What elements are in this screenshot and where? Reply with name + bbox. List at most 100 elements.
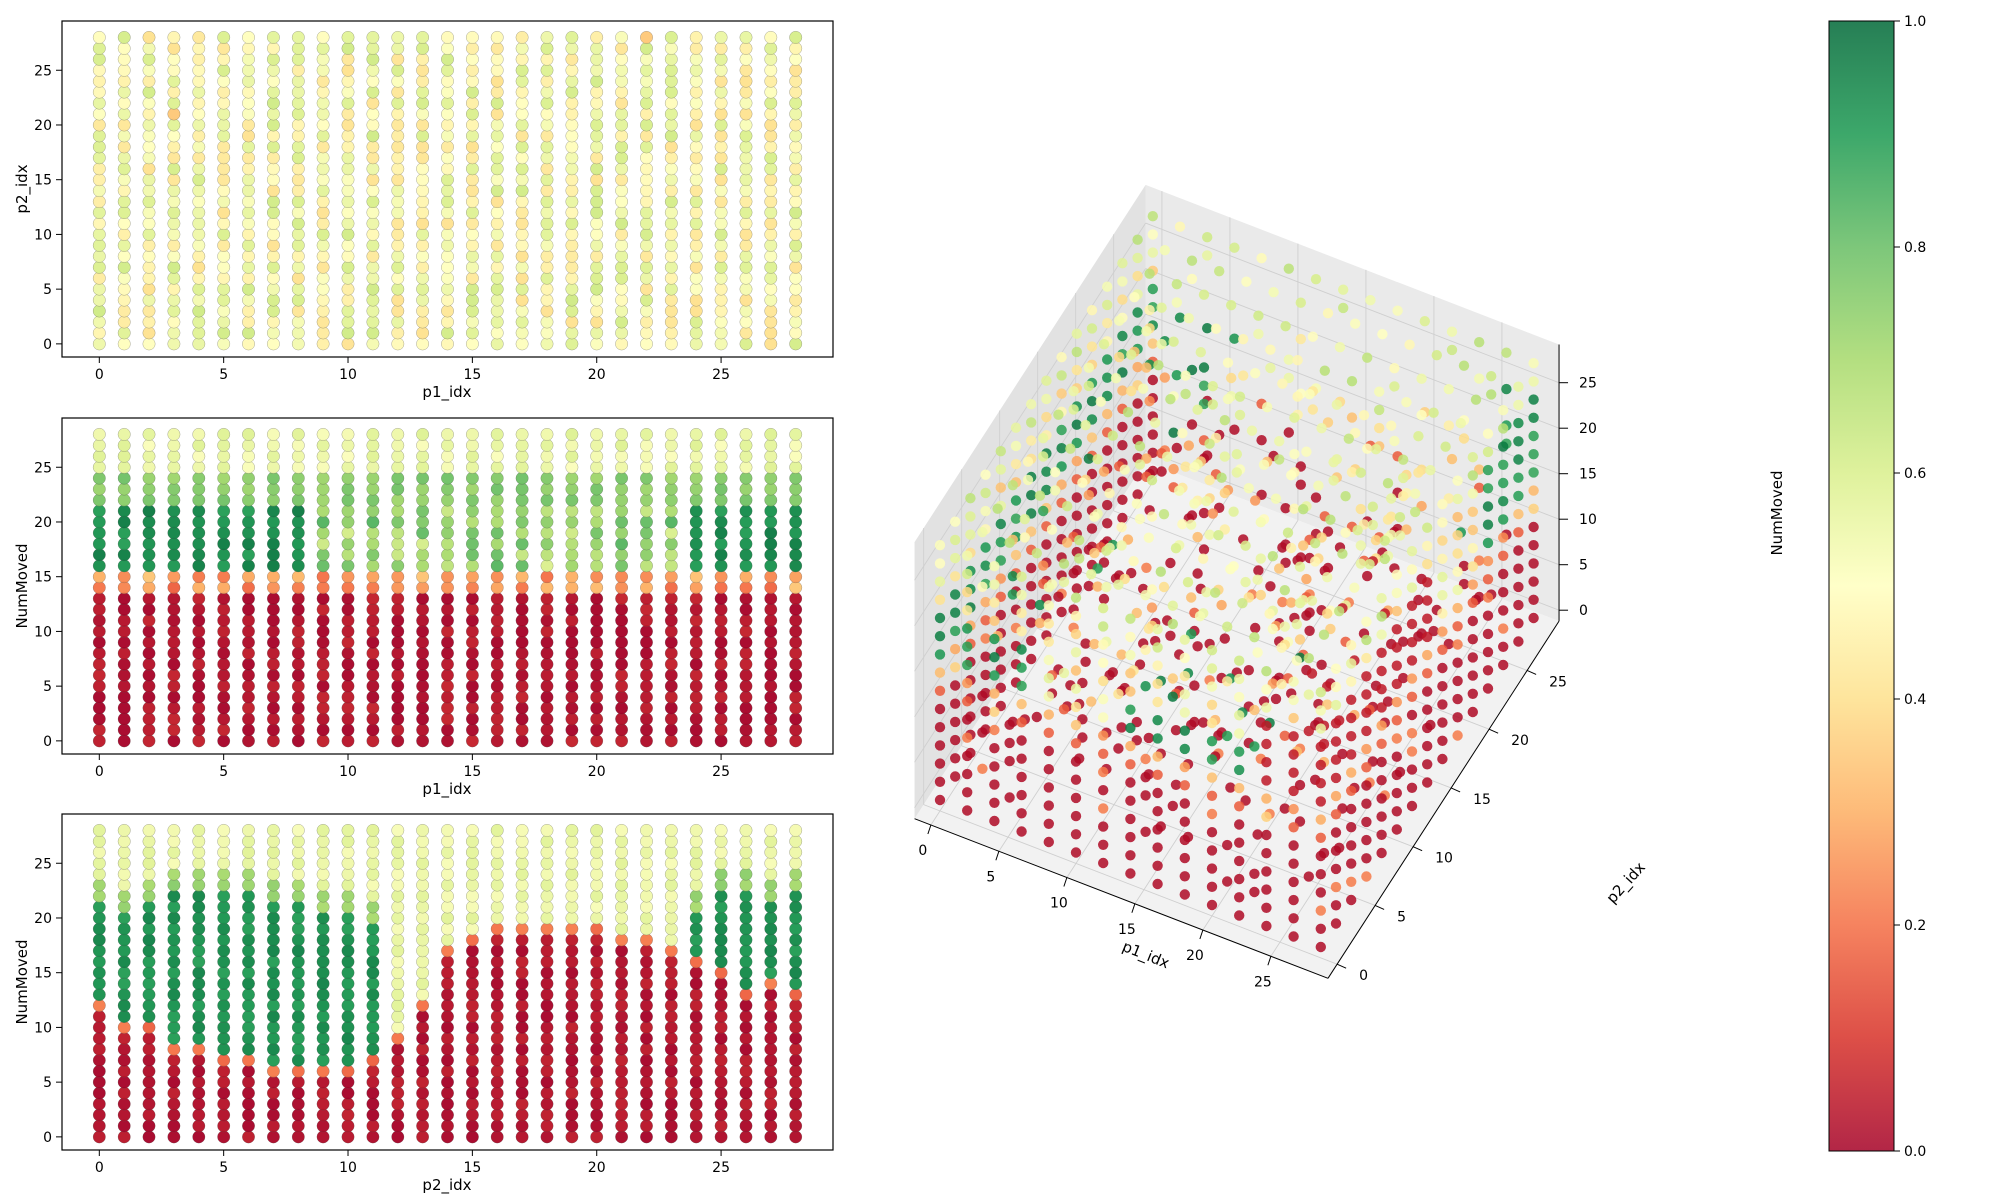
scatter-point [117, 42, 131, 55]
scatter-point [565, 74, 579, 88]
scatter-point [515, 304, 529, 318]
scatter-point-3d [1043, 636, 1055, 647]
scatter-point [217, 900, 231, 914]
scatter-point [316, 625, 330, 638]
scatter-point-3d [977, 727, 988, 738]
scatter-point [316, 603, 330, 616]
scatter-point [540, 460, 554, 474]
scatter-point [167, 889, 181, 903]
scatter-point [540, 1119, 554, 1133]
scatter-point [540, 966, 554, 980]
scatter-point [739, 657, 753, 671]
scatter-point [291, 428, 305, 441]
scatter-point [789, 878, 803, 892]
scatter-point [316, 471, 330, 485]
scatter-point [117, 63, 131, 77]
scatter-point-3d [1080, 420, 1091, 431]
scatter-point-3d [1467, 543, 1479, 554]
scatter-point-3d [965, 511, 976, 522]
scatter-point [764, 592, 778, 605]
scatter-point [764, 239, 778, 252]
scatter-point [789, 195, 803, 208]
scatter-point [167, 933, 181, 947]
scatter-point [391, 504, 405, 518]
scatter-point [341, 581, 355, 594]
scatter-point [291, 260, 305, 274]
scatter-point [441, 96, 454, 110]
scatter-point [92, 999, 106, 1012]
scatter-point [441, 734, 454, 748]
scatter-point [366, 184, 380, 197]
scatter-point [167, 668, 181, 682]
scatter-point-3d [1071, 510, 1083, 521]
x-axis-label-3: p2_idx [422, 1176, 471, 1195]
scatter-point [167, 636, 181, 649]
scatter-point [590, 1108, 604, 1122]
scatter-point-3d [1089, 547, 1100, 559]
scatter-point [242, 315, 255, 329]
scatter-point-3d [1234, 801, 1245, 812]
scatter-point [466, 271, 479, 285]
scatter-point [267, 282, 280, 296]
scatter-point [192, 922, 206, 936]
scatter-point [366, 1086, 380, 1100]
scatter-point [366, 657, 380, 671]
scatter-point [316, 239, 330, 252]
scatter-point [565, 559, 579, 573]
scatter-point [789, 460, 803, 474]
scatter-point-3d [1234, 391, 1246, 402]
scatter-point-3d [1406, 800, 1418, 812]
scatter-point-3d [1513, 417, 1524, 429]
scatter-point [739, 625, 753, 638]
scatter-point [714, 1042, 728, 1056]
scatter-point-3d [1026, 490, 1037, 501]
scatter-point [142, 449, 156, 463]
scatter-point [689, 228, 703, 241]
scatter-point-3d [1026, 417, 1037, 428]
scatter-point [416, 217, 429, 230]
scatter-point [192, 701, 206, 715]
scatter-point [242, 63, 255, 77]
scatter-point [789, 31, 803, 44]
scatter-point [590, 482, 604, 496]
y-tick-label: 20 [34, 118, 52, 134]
scatter-point-3d [1086, 396, 1098, 407]
scatter-point [192, 428, 206, 441]
scatter-point [540, 173, 554, 187]
scatter-point [291, 712, 305, 726]
scatter-point [490, 570, 504, 584]
scatter-point [640, 1075, 653, 1089]
axis-line-3d [1327, 620, 1560, 979]
scatter-point [391, 835, 405, 848]
scatter-point [590, 1021, 604, 1034]
scatter-point [789, 515, 803, 529]
scatter-point [167, 471, 181, 485]
scatter-point [92, 515, 106, 529]
scatter-point-3d [1179, 852, 1191, 864]
scatter-point [242, 614, 255, 627]
scatter-point [242, 657, 255, 671]
scatter-point [565, 955, 579, 969]
scatter-point [490, 701, 504, 715]
scatter-point [466, 337, 479, 351]
scatter-point [391, 856, 405, 870]
scatter-point [142, 260, 156, 274]
scatter-point [192, 955, 206, 969]
scatter-point-3d [1252, 829, 1263, 840]
scatter-point [341, 439, 355, 452]
scatter-point-3d [950, 662, 961, 673]
scatter-point [117, 824, 131, 837]
scatter-point [291, 217, 305, 230]
scatter-point [117, 326, 131, 340]
scatter-point [192, 337, 206, 351]
scatter-point [664, 206, 678, 219]
scatter-point [590, 944, 604, 958]
scatter-point-3d [1330, 663, 1342, 674]
scatter-point [341, 988, 355, 1001]
scatter-point [540, 96, 554, 110]
scatter-points-p1-nummoved [92, 428, 803, 748]
scatter-point [416, 723, 429, 737]
scatter-point-3d [1330, 790, 1342, 802]
scatter-point-3d [1452, 602, 1463, 614]
scatter-point-3d [1501, 347, 1512, 358]
